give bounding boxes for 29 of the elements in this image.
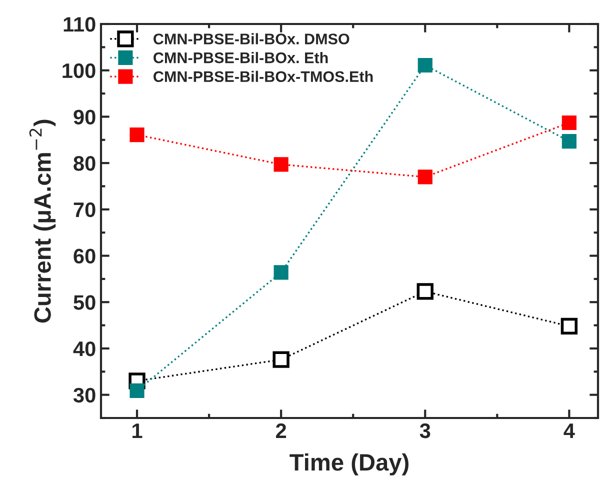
y-axis-title: Current (μA.cm$^{−2}$) xyxy=(29,120,56,323)
point xyxy=(274,265,288,280)
point xyxy=(560,318,578,335)
point xyxy=(418,58,432,73)
y-tick-label: 90 xyxy=(74,110,96,124)
legend-label: CMN-PBSE-Bil-BOx. DMSO xyxy=(154,33,350,44)
point xyxy=(272,351,290,368)
y-tick-label: 30 xyxy=(73,388,96,403)
x-tick-label: 1 xyxy=(132,424,142,438)
y-tick-label: 110 xyxy=(64,17,96,32)
x-tick-label: 4 xyxy=(564,424,575,438)
legend-label: CMN-PBSE-Bil-BOx. Eth xyxy=(154,52,328,64)
point xyxy=(274,157,288,172)
x-tick-label: 3 xyxy=(420,423,430,438)
point xyxy=(416,283,434,300)
y-tick-label: 50 xyxy=(74,295,96,310)
point xyxy=(418,170,432,184)
legend-label: CMN-PBSE-Bil-BOx-TMOS.Eth xyxy=(154,70,373,82)
point xyxy=(130,127,144,142)
x-tick-label: 2 xyxy=(276,423,286,438)
point xyxy=(562,115,576,130)
point xyxy=(130,383,144,398)
y-tick-label: 40 xyxy=(73,341,96,356)
y-tick-label: 100 xyxy=(62,63,96,78)
y-tick-label: 70 xyxy=(74,202,96,218)
x-axis-title: Time (Day) xyxy=(290,453,408,476)
point xyxy=(562,134,576,149)
y-tick-label: 80 xyxy=(74,156,96,171)
y-tick-label: 60 xyxy=(74,248,96,264)
